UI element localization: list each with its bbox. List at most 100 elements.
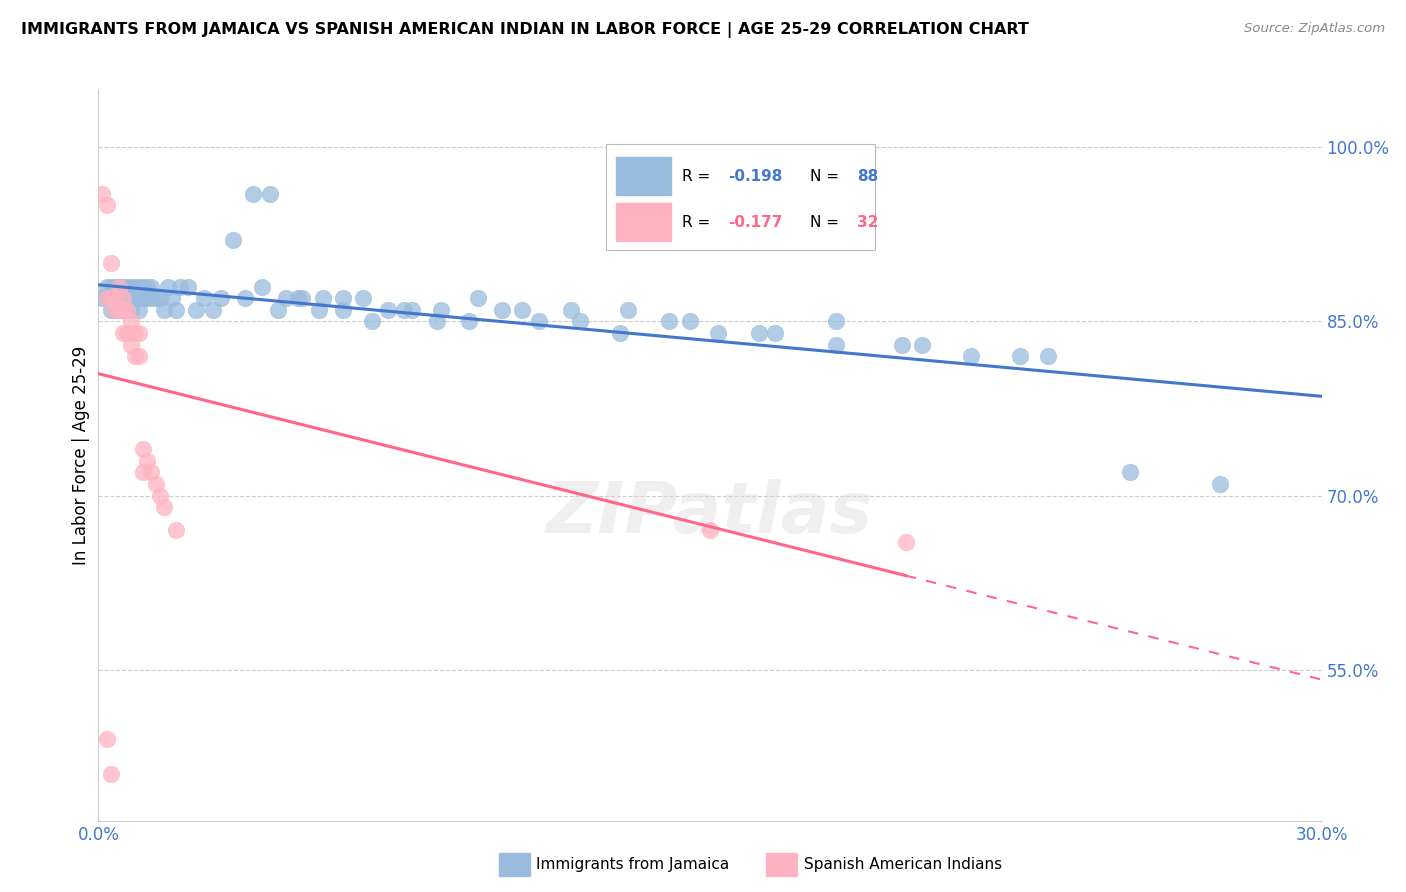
Point (707, 326, 730, 340)
Point (108, 279, 131, 293)
Point (332, 302, 354, 317)
Point (120, 314, 142, 328)
Point (136, 291, 159, 305)
Text: Immigrants from Jamaica: Immigrants from Jamaica (536, 857, 728, 871)
Point (177, 279, 200, 293)
FancyBboxPatch shape (606, 144, 875, 250)
Text: 32: 32 (856, 215, 879, 230)
Point (426, 314, 449, 328)
Point (108, 291, 131, 305)
Point (115, 326, 138, 340)
Point (352, 291, 374, 305)
Y-axis label: In Labor Force | Age 25-29: In Labor Force | Age 25-29 (72, 345, 90, 565)
Point (609, 326, 631, 340)
Point (104, 279, 127, 293)
Point (100, 291, 122, 305)
Point (115, 302, 138, 317)
Point (128, 326, 150, 340)
Point (96, 732, 118, 747)
Point (209, 291, 232, 305)
Point (145, 477, 167, 491)
Point (699, 524, 721, 538)
Point (392, 302, 416, 317)
Point (287, 291, 309, 305)
Point (128, 291, 150, 305)
Point (259, 186, 281, 201)
Point (111, 291, 134, 305)
Point (108, 291, 131, 305)
Point (128, 349, 150, 363)
Point (149, 291, 172, 305)
Point (186, 302, 208, 317)
Point (233, 291, 256, 305)
Point (108, 302, 131, 317)
Point (960, 349, 983, 363)
Point (120, 302, 142, 317)
Point (136, 454, 159, 468)
Text: R =: R = (682, 169, 716, 184)
Point (560, 302, 582, 317)
Point (165, 524, 187, 538)
Text: N =: N = (810, 169, 844, 184)
Point (568, 314, 591, 328)
Point (890, 337, 912, 351)
Point (911, 337, 934, 351)
Point (108, 279, 131, 293)
Point (141, 279, 163, 293)
Point (108, 302, 131, 317)
Point (111, 279, 134, 293)
Point (132, 291, 155, 305)
Point (136, 279, 159, 293)
Point (111, 302, 134, 317)
Point (617, 302, 640, 317)
Point (124, 326, 146, 340)
Point (104, 302, 127, 317)
Point (104, 291, 127, 305)
Point (332, 291, 354, 305)
FancyBboxPatch shape (616, 157, 671, 195)
Point (91, 291, 114, 305)
Point (491, 302, 513, 317)
Point (100, 291, 122, 305)
Point (132, 279, 155, 293)
Point (96, 291, 118, 305)
Point (111, 326, 134, 340)
Point (267, 302, 290, 317)
Point (1008, 349, 1031, 363)
Point (825, 337, 848, 351)
Point (115, 291, 138, 305)
Point (115, 302, 138, 317)
Point (152, 500, 174, 515)
Point (141, 466, 163, 480)
Point (377, 302, 399, 317)
Point (104, 291, 127, 305)
Point (111, 302, 134, 317)
Point (658, 314, 681, 328)
Point (100, 256, 122, 270)
Text: N =: N = (810, 215, 844, 230)
Point (748, 326, 770, 340)
Point (430, 302, 453, 317)
Point (679, 314, 702, 328)
Point (458, 314, 481, 328)
Point (149, 489, 172, 503)
Point (128, 279, 150, 293)
Point (120, 279, 142, 293)
Point (152, 302, 174, 317)
Point (104, 302, 127, 317)
Point (111, 291, 134, 305)
Point (91, 186, 114, 201)
Point (128, 302, 150, 317)
Point (100, 302, 122, 317)
Point (527, 314, 550, 328)
Point (132, 442, 155, 456)
FancyBboxPatch shape (616, 203, 671, 242)
Point (1209, 477, 1232, 491)
Text: -0.198: -0.198 (728, 169, 783, 184)
Text: 88: 88 (856, 169, 879, 184)
Point (160, 291, 183, 305)
Point (120, 291, 142, 305)
Point (100, 767, 122, 781)
Point (291, 291, 314, 305)
Text: IMMIGRANTS FROM JAMAICA VS SPANISH AMERICAN INDIAN IN LABOR FORCE | AGE 25-29 CO: IMMIGRANTS FROM JAMAICA VS SPANISH AMERI… (21, 22, 1029, 38)
